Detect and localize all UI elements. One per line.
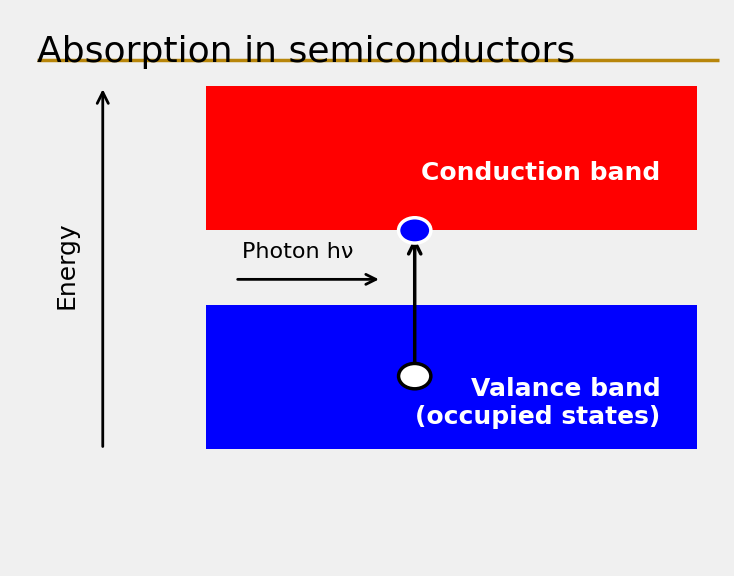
Text: Energy: Energy xyxy=(54,221,78,309)
Circle shape xyxy=(399,218,431,243)
Text: Absorption in semiconductors: Absorption in semiconductors xyxy=(37,35,575,69)
Circle shape xyxy=(399,363,431,389)
Text: Conduction band: Conduction band xyxy=(421,161,661,185)
Bar xyxy=(206,86,697,230)
Text: Photon hν: Photon hν xyxy=(242,242,354,262)
Bar xyxy=(206,305,697,449)
Text: Valance band
(occupied states): Valance band (occupied states) xyxy=(415,377,661,429)
